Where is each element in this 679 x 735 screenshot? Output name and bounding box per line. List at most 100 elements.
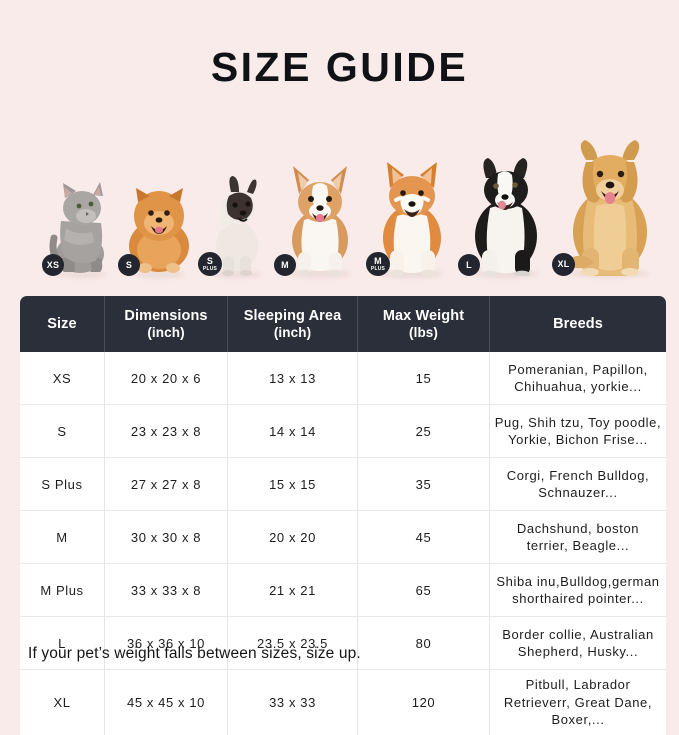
cell-breeds: Shiba inu,Bulldog,german shorthaired poi… [490,564,666,618]
size-badge-xs: XS [42,254,64,276]
pet-shadow [289,270,351,278]
cell-size: M [20,511,105,565]
cell-sleeping-area: 13 x 13 [228,352,358,406]
size-guide-page: SIZE GUIDE XS [0,44,679,735]
cell-sleeping-area: 33 x 33 [228,670,358,735]
cell-size: XL [20,670,105,735]
size-badge-label: XL [557,259,570,269]
size-table-body: XS 20 x 20 x 6 13 x 13 15 Pomeranian, Pa… [20,352,666,735]
column-header-title: Max Weight [382,308,465,324]
column-header-title: Dimensions [124,308,208,324]
cell-size: S [20,405,105,459]
pet-figure-m-plus: M PLUS [366,148,458,280]
size-badge-label: S [206,255,214,266]
cell-sleeping-area: 20 x 20 [228,511,358,565]
size-table-wrapper: Size Dimensions (inch) Sleeping Area (in… [20,296,666,735]
size-badge-l: L [458,254,480,276]
size-badge-xl: XL [552,253,575,276]
column-header-title: Size [47,315,77,332]
column-header-unit: (lbs) [409,324,438,340]
cell-sleeping-area: 14 x 14 [228,405,358,459]
column-header-title: Sleeping Area [243,308,342,324]
column-header-max-weight: Max Weight (lbs) [358,296,490,353]
pet-shadow [381,270,443,278]
size-badge-s-plus: S PLUS [198,252,222,276]
shiba-inu-icon [383,162,441,276]
column-header-title: Breeds [553,315,603,332]
size-table: Size Dimensions (inch) Sleeping Area (in… [20,296,666,735]
cell-sleeping-area: 23.5 x 23.5 [228,617,358,671]
pet-shadow [473,270,539,278]
column-header-sleeping-area: Sleeping Area (inch) [228,296,358,353]
cell-dimensions: 30 x 30 x 8 [105,511,228,565]
pet-illustration-strip: XS S [0,130,679,280]
cell-max-weight: 15 [358,352,490,406]
table-row: M 30 x 30 x 8 20 x 20 45 Dachshund, bost… [20,511,666,565]
cell-sleeping-area: 21 x 21 [228,564,358,618]
cell-max-weight: 25 [358,405,490,459]
table-row: S Plus 27 x 27 x 8 15 x 15 35 Corgi, Fre… [20,458,666,512]
cell-breeds: Pug, Shih tzu, Toy poodle, Yorkie, Bicho… [490,405,666,459]
border-collie-icon [475,158,537,276]
column-header-unit: (inch) [273,324,312,340]
pet-figure-s-plus: S PLUS [196,164,278,280]
column-header-size: Size [20,296,105,353]
cell-max-weight: 65 [358,564,490,618]
cell-size: L [20,617,105,671]
size-badge-label: M [374,255,382,266]
pet-shadow [56,271,106,278]
size-badge-m: M [274,254,296,276]
cell-size: XS [20,352,105,406]
size-badge-label: L [466,259,472,270]
golden-retriever-icon [568,140,647,276]
cell-sleeping-area: 15 x 15 [228,458,358,512]
cell-size: S Plus [20,458,105,512]
grey-cat-icon [49,182,104,273]
french-bulldog-icon [216,176,258,276]
cell-breeds: Border collie, Australian Shepherd, Husk… [490,617,666,671]
size-badge-label: S [125,259,133,270]
cell-max-weight: 45 [358,511,490,565]
cell-dimensions: 45 x 45 x 10 [105,670,228,735]
column-header-breeds: Breeds [490,296,666,353]
pet-figure-s: S [118,168,200,280]
pomeranian-icon [129,188,189,273]
page-title: SIZE GUIDE [210,44,469,90]
table-row: L 36 x 36 x 10 23.5 x 23.5 80 Border col… [20,617,666,671]
cell-breeds: Corgi, French Bulldog, Schnauzer... [490,458,666,512]
cell-breeds: Pomeranian, Papillon, Chihuahua, yorkie.… [490,352,666,406]
cell-dimensions: 23 x 23 x 8 [105,405,228,459]
size-badge-label: XS [46,259,60,270]
pet-shadow [133,271,185,278]
table-row: M Plus 33 x 33 x 8 21 x 21 65 Shiba inu,… [20,564,666,618]
table-row: S 23 x 23 x 8 14 x 14 25 Pug, Shih tzu, … [20,405,666,459]
cell-max-weight: 120 [358,670,490,735]
cell-max-weight: 80 [358,617,490,671]
cell-breeds: Dachshund, boston terrier, Beagle... [490,511,666,565]
size-badge-sublabel: PLUS [202,265,218,272]
size-badge-m-plus: M PLUS [366,252,390,276]
size-table-header: Size Dimensions (inch) Sleeping Area (in… [20,296,666,353]
cell-dimensions: 36 x 36 x 10 [105,617,228,671]
pet-figure-m: M [274,152,366,280]
column-header-dimensions: Dimensions (inch) [105,296,228,353]
size-up-note: If your pet’s weight falls between sizes… [28,645,361,662]
corgi-icon [292,166,348,276]
header-row: Size Dimensions (inch) Sleeping Area (in… [20,296,666,353]
pet-figure-l: L [458,144,554,280]
pet-figure-xs: XS [42,158,120,280]
cell-size: M Plus [20,564,105,618]
cell-dimensions: 33 x 33 x 8 [105,564,228,618]
size-badge-label: M [281,259,289,270]
column-header-unit: (inch) [147,324,185,340]
pet-figure-xl: XL [552,132,668,280]
pet-shadow [213,271,261,278]
size-badge-s: S [118,254,140,276]
table-row: XS 20 x 20 x 6 13 x 13 15 Pomeranian, Pa… [20,352,666,406]
table-row: XL 45 x 45 x 10 33 x 33 120 Pitbull, Lab… [20,670,666,735]
cell-dimensions: 27 x 27 x 8 [105,458,228,512]
cell-breeds: Pitbull, Labrador Retrieverr, Great Dane… [490,670,666,735]
cell-dimensions: 20 x 20 x 6 [105,352,228,406]
cell-max-weight: 35 [358,458,490,512]
size-badge-sublabel: PLUS [370,265,386,272]
